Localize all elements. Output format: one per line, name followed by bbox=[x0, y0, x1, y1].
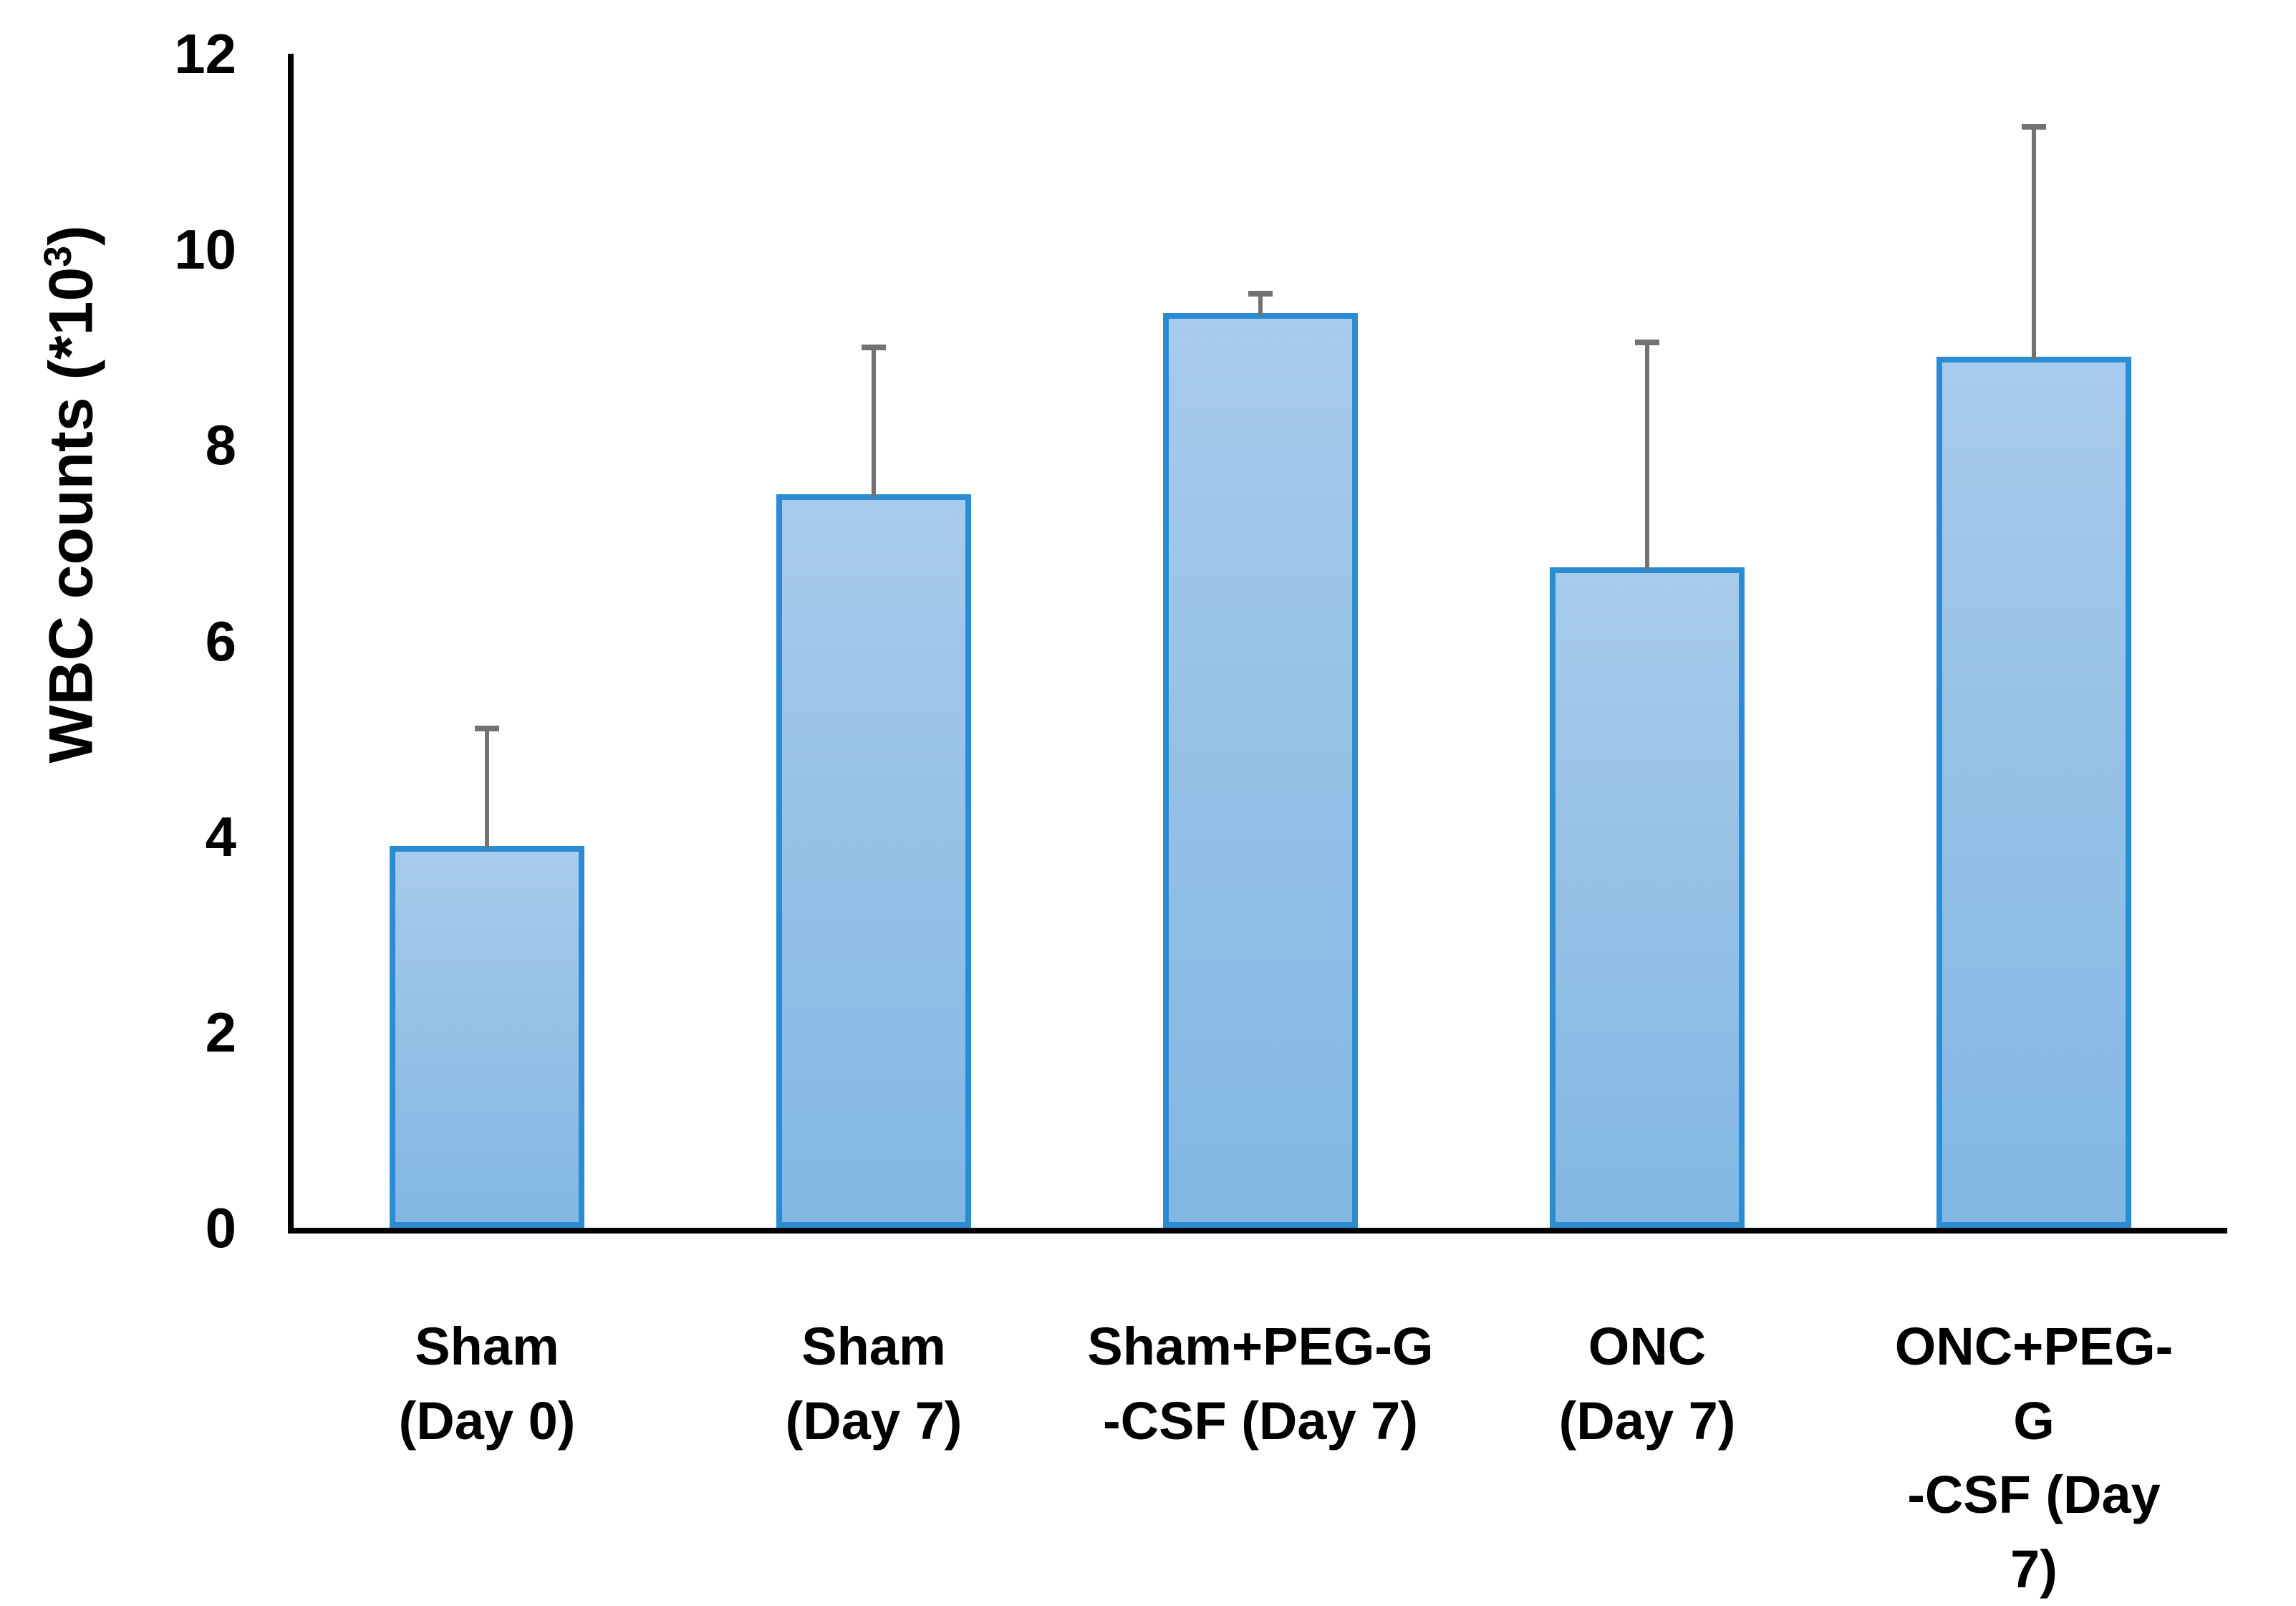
x-category-label: Sham (Day 7) bbox=[785, 1317, 963, 1451]
bar bbox=[776, 494, 971, 1228]
error-bar-line bbox=[872, 347, 876, 497]
x-category-label: Sham (Day 0) bbox=[398, 1317, 576, 1451]
wbc-bar-chart: WBC counts (*103) 0 2 4 6 8 10 12 Sham (Day 0)… bbox=[37, 22, 2227, 1599]
bar bbox=[390, 846, 584, 1228]
error-bar-cap bbox=[1248, 290, 1273, 297]
y-axis-title: WBC counts (*103) bbox=[37, 225, 107, 763]
y-tick-label: 10 bbox=[174, 218, 236, 282]
x-category-label: ONC+PEG-G -CSF (Day 7) bbox=[1894, 1317, 2174, 1599]
y-tick-label: 6 bbox=[205, 609, 236, 673]
y-axis-line bbox=[288, 54, 294, 1234]
y-tick-label: 8 bbox=[205, 413, 236, 477]
error-bar-cap bbox=[1635, 339, 1659, 345]
error-bar-cap bbox=[2022, 124, 2046, 130]
x-category-label: Sham+PEG-G -CSF (Day 7) bbox=[1087, 1317, 1434, 1451]
error-bar-cap bbox=[862, 344, 886, 350]
y-tick-label: 4 bbox=[205, 804, 236, 868]
y-axis-title-text: WBC counts (*10 bbox=[37, 266, 106, 764]
y-tick-label: 12 bbox=[174, 22, 236, 85]
error-bar-line bbox=[1258, 293, 1263, 316]
y-tick-label: 2 bbox=[205, 1000, 236, 1064]
error-bar-line bbox=[1645, 342, 1649, 571]
bar bbox=[1550, 567, 1745, 1228]
bar bbox=[1936, 357, 2131, 1228]
error-bar-line bbox=[2032, 127, 2036, 360]
error-bar-line bbox=[485, 729, 489, 850]
error-bar-cap bbox=[475, 726, 499, 732]
y-tick-label: 0 bbox=[205, 1196, 236, 1259]
x-axis-line bbox=[288, 1228, 2227, 1234]
bar bbox=[1163, 312, 1358, 1228]
x-category-label: ONC (Day 7) bbox=[1558, 1317, 1736, 1451]
